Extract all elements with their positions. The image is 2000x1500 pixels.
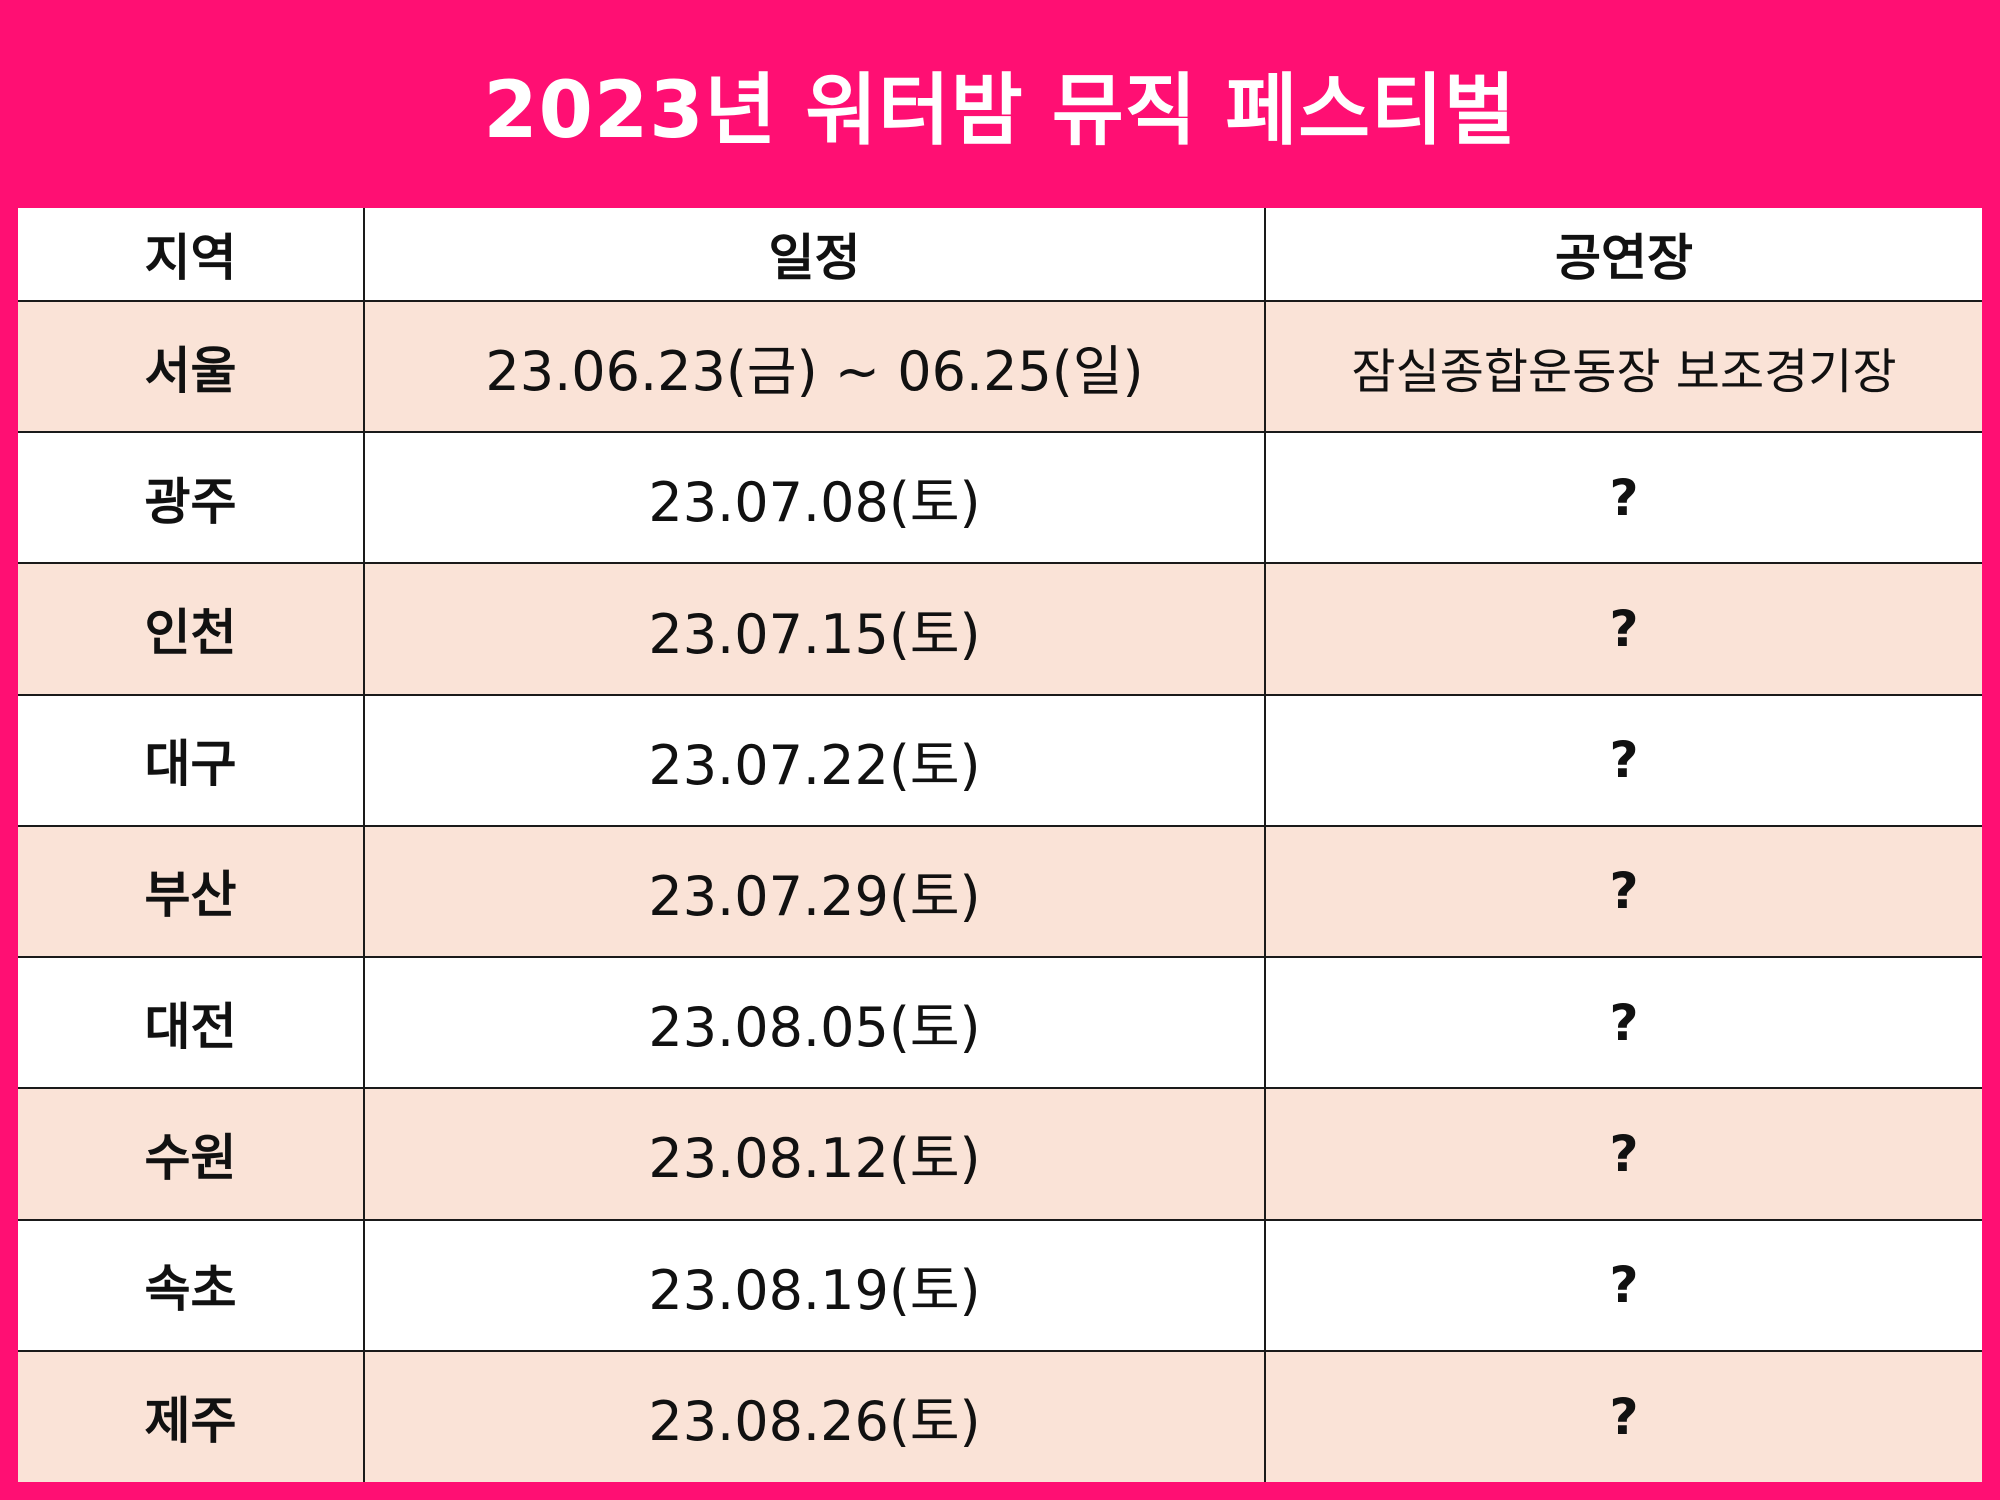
header-schedule: 일정 <box>363 208 1266 302</box>
header-venue: 공연장 <box>1264 208 1982 302</box>
schedule-cell: 23.07.29(토) <box>363 824 1266 959</box>
region-cell: 대전 <box>18 956 365 1090</box>
venue-cell: ? <box>1264 824 1982 959</box>
schedule-cell: 23.08.12(토) <box>363 1087 1266 1221</box>
table-row: 속초 23.08.19(토) ? <box>18 1218 1982 1352</box>
table-row: 부산 23.07.29(토) ? <box>18 824 1982 959</box>
table-row: 제주 23.08.26(토) ? <box>18 1349 1982 1482</box>
schedule-cell: 23.08.05(토) <box>363 956 1266 1090</box>
region-cell: 광주 <box>18 431 365 565</box>
region-cell: 서울 <box>18 301 365 434</box>
table-row: 서울 23.06.23(금) ~ 06.25(일) 잠실종합운동장 보조경기장 <box>18 301 1982 434</box>
table-row: 광주 23.07.08(토) ? <box>18 431 1982 565</box>
table-row: 대전 23.08.05(토) ? <box>18 956 1982 1090</box>
header-region: 지역 <box>18 208 365 302</box>
page-title: 2023년 워터밤 뮤직 페스티벌 <box>483 66 1517 156</box>
schedule-cell: 23.08.19(토) <box>363 1218 1266 1352</box>
region-cell: 수원 <box>18 1087 365 1221</box>
schedule-table: 지역 일정 공연장 서울 23.06.23(금) ~ 06.25(일) 잠실종합… <box>18 208 1982 1482</box>
region-cell: 대구 <box>18 693 365 827</box>
venue-cell: 잠실종합운동장 보조경기장 <box>1264 301 1982 434</box>
schedule-cell: 23.07.22(토) <box>363 693 1266 827</box>
table-header-row: 지역 일정 공연장 <box>18 208 1982 302</box>
region-cell: 부산 <box>18 824 365 959</box>
table-row: 대구 23.07.22(토) ? <box>18 693 1982 827</box>
region-cell: 인천 <box>18 562 365 696</box>
schedule-cell: 23.08.26(토) <box>363 1349 1266 1482</box>
venue-cell: ? <box>1264 562 1982 696</box>
venue-cell: ? <box>1264 1349 1982 1482</box>
venue-cell: ? <box>1264 431 1982 565</box>
table-row: 수원 23.08.12(토) ? <box>18 1087 1982 1221</box>
table-row: 인천 23.07.15(토) ? <box>18 562 1982 696</box>
schedule-cell: 23.07.08(토) <box>363 431 1266 565</box>
venue-cell: ? <box>1264 693 1982 827</box>
venue-cell: ? <box>1264 1218 1982 1352</box>
region-cell: 제주 <box>18 1349 365 1482</box>
schedule-cell: 23.07.15(토) <box>363 562 1266 696</box>
schedule-cell: 23.06.23(금) ~ 06.25(일) <box>363 301 1266 434</box>
schedule-table-container: 지역 일정 공연장 서울 23.06.23(금) ~ 06.25(일) 잠실종합… <box>18 208 1982 1482</box>
venue-cell: ? <box>1264 1087 1982 1221</box>
venue-cell: ? <box>1264 956 1982 1090</box>
region-cell: 속초 <box>18 1218 365 1352</box>
